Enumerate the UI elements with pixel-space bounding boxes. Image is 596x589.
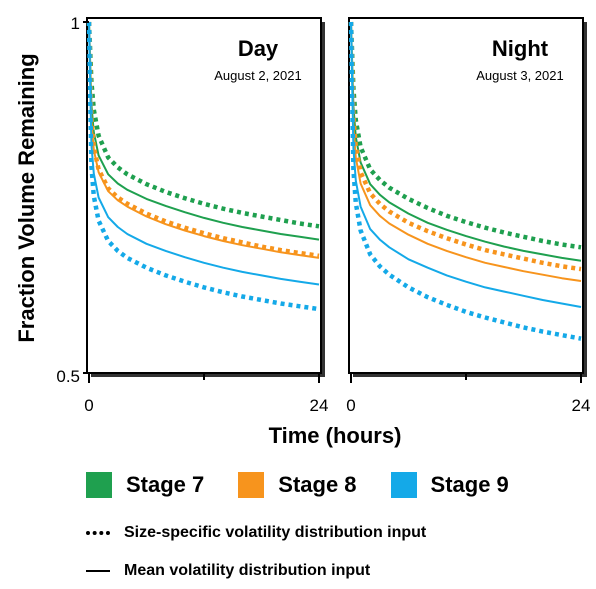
legend-item-stage-9: Stage 9	[390, 472, 509, 498]
panel-night-frame	[348, 17, 584, 374]
series-day-stage8-solid	[88, 21, 320, 259]
series-night-stage9-dotted	[348, 21, 582, 341]
panel-night-date: August 3, 2021	[476, 68, 563, 83]
y-tick-label-top: 1	[71, 14, 80, 33]
series-night-stage8-solid	[350, 21, 582, 282]
series-night-stage7-solid	[350, 21, 582, 262]
legend-solid-line	[86, 570, 110, 572]
legend-swatch-stage-9	[390, 472, 417, 498]
panel-night-x-tick-end: 24	[572, 396, 591, 415]
panel-day-series	[86, 21, 320, 312]
legend-label-stage-9: Stage 9	[430, 472, 509, 497]
series-night-stage7-dotted	[348, 21, 582, 250]
y-axis-label: Fraction Volume Remaining	[14, 53, 39, 342]
panel-day-date: August 2, 2021	[214, 68, 301, 83]
x-axis-label: Time (hours)	[269, 423, 402, 448]
panel-day-x-tick-end: 24	[310, 396, 329, 415]
panel-day-frame	[86, 17, 322, 374]
legend-swatch-stage-8	[238, 472, 265, 498]
legend: Stage 7 Stage 8 Stage 9	[86, 470, 586, 500]
legend-dotted-row: Size-specific volatility distribution in…	[86, 524, 426, 542]
panel-night-title: Night	[492, 36, 549, 61]
chart-figure: Fraction Volume Remaining 1 0.5 Day Augu…	[14, 14, 591, 448]
panel-night-x-tick-start: 0	[346, 396, 355, 415]
panel-day-title: Day	[238, 36, 279, 61]
series-day-stage7-dotted	[86, 21, 320, 229]
panel-day: Day August 2, 2021 0 24	[84, 17, 329, 415]
panel-night-series	[348, 21, 582, 341]
legend-dotted-line	[86, 531, 110, 535]
legend-stage-row: Stage 7 Stage 8 Stage 9	[86, 470, 586, 500]
panel-day-x-tick-start: 0	[84, 396, 93, 415]
legend-label-stage-8: Stage 8	[278, 472, 357, 497]
y-tick-label-bottom: 0.5	[56, 367, 80, 386]
series-day-stage9-dotted	[86, 21, 320, 312]
series-night-stage9-solid	[350, 21, 582, 308]
legend-item-stage-7: Stage 7	[86, 472, 204, 498]
legend-swatch-stage-7	[86, 472, 112, 498]
legend-label-stage-7: Stage 7	[126, 472, 205, 497]
series-night-stage8-dotted	[348, 21, 582, 272]
panel-night: Night August 3, 2021 0 24	[346, 17, 591, 415]
series-day-stage7-solid	[88, 21, 320, 241]
legend-solid-label: Mean volatility distribution input	[124, 562, 371, 579]
legend-solid-row: Mean volatility distribution input	[86, 562, 370, 580]
legend-dotted-label: Size-specific volatility distribution in…	[124, 524, 427, 541]
series-day-stage9-solid	[88, 21, 320, 286]
legend-item-stage-8: Stage 8	[238, 472, 357, 498]
